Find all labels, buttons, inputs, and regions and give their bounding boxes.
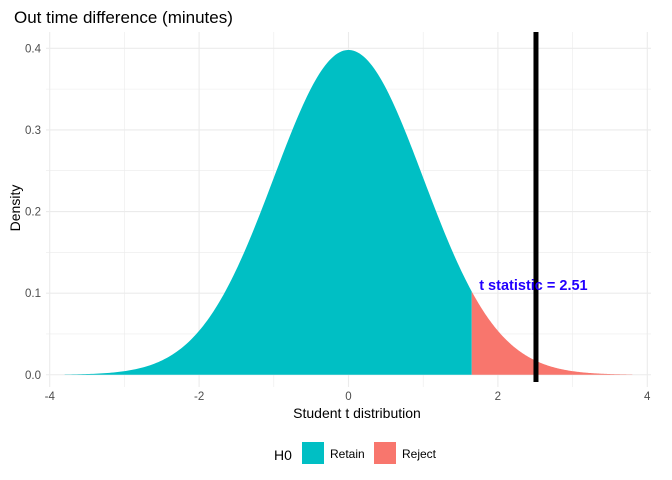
x-tick-label: -4	[45, 391, 56, 403]
density-areas	[64, 49, 633, 375]
x-tick-label: -2	[194, 391, 204, 403]
y-tick-label: 0.0	[25, 370, 41, 382]
t-statistic-label: t statistic = 2.51	[479, 278, 587, 294]
x-tick-label: 0	[345, 391, 351, 403]
legend-label-retain: Retain	[330, 447, 365, 461]
y-tick-label: 0.1	[25, 288, 41, 300]
legend-swatch-reject	[374, 442, 396, 464]
legend-title: H0	[274, 447, 292, 463]
y-tick-label: 0.2	[25, 207, 41, 219]
x-axis-ticks: -4 -2 0 2 4	[45, 391, 651, 403]
legend-swatch-retain	[302, 442, 324, 464]
area-retain	[64, 49, 472, 375]
x-tick-label: 2	[495, 391, 501, 403]
y-tick-label: 0.3	[25, 125, 41, 137]
y-axis-title: Density	[7, 185, 23, 232]
y-axis-ticks: 0.0 0.1 0.2 0.3 0.4	[25, 43, 42, 381]
y-tick-label: 0.4	[25, 43, 42, 55]
area-reject	[471, 291, 633, 375]
legend: H0 Retain Reject	[274, 442, 437, 464]
x-axis-title: Student t distribution	[293, 405, 421, 421]
legend-label-reject: Reject	[402, 447, 437, 461]
x-tick-label: 4	[644, 391, 651, 403]
chart-title: Out time difference (minutes)	[14, 8, 233, 27]
